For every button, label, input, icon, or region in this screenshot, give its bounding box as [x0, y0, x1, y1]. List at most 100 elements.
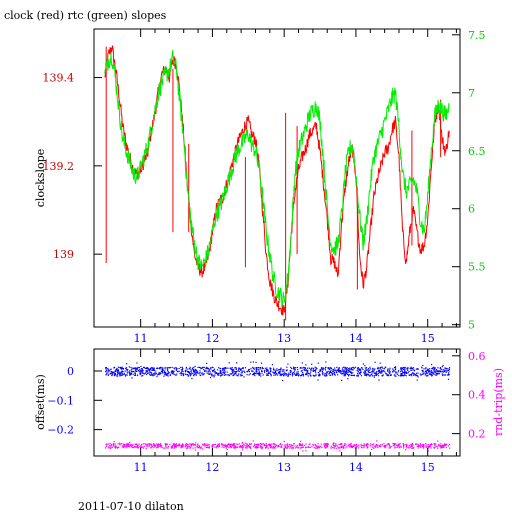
scatter-point [326, 374, 328, 376]
scatter-point [429, 370, 431, 372]
scatter-point [366, 367, 368, 369]
scatter-point [231, 369, 233, 372]
scatter-point [153, 374, 156, 376]
scatter-point [168, 372, 170, 374]
scatter-point [431, 372, 433, 374]
scatter-point [405, 371, 408, 373]
scatter-point [398, 447, 401, 449]
scatter-point [395, 446, 397, 449]
scatter-point [310, 371, 312, 373]
offsets-right-axis-label: rnd-trip(ms) [492, 368, 505, 436]
scatter-point [131, 368, 133, 370]
scatter-point [408, 370, 410, 373]
scatter-point [355, 447, 358, 449]
scatter-point [142, 443, 144, 445]
scatter-point [384, 446, 386, 448]
scatter-point [194, 447, 196, 449]
scatter-point [204, 444, 206, 446]
scatter-point [268, 444, 270, 446]
scatter-point [185, 366, 187, 369]
scatter-point [370, 374, 372, 376]
scatter-point [255, 447, 257, 449]
scatter-point [223, 368, 225, 370]
scatter-point [256, 370, 258, 372]
scatter-point [307, 446, 309, 448]
scatter-point [338, 368, 340, 370]
scatter-point [445, 374, 447, 376]
scatter-point [148, 368, 150, 370]
scatter-point [214, 370, 216, 373]
scatter-point [339, 447, 341, 449]
scatter-point [443, 370, 445, 372]
scatter-point [412, 447, 414, 449]
scatter-point [184, 373, 187, 375]
scatter-point [174, 446, 176, 448]
scatter-point [443, 369, 445, 371]
scatter-point [338, 446, 340, 449]
scatter-point [267, 374, 269, 376]
scatter-point [264, 367, 266, 369]
scatter-point [434, 371, 436, 373]
scatter-point [409, 446, 412, 448]
scatter-point [394, 370, 396, 372]
scatter-point [236, 446, 239, 449]
scatter-point [369, 445, 371, 447]
scatter-point [350, 445, 352, 447]
scatter-point [115, 369, 118, 371]
scatter-point [400, 368, 402, 370]
scatter-point [412, 372, 414, 374]
scatter-point [142, 372, 144, 374]
scatter-point [365, 368, 367, 370]
scatter-point [400, 369, 402, 371]
scatter-point [189, 447, 191, 449]
scatter-point [336, 371, 338, 373]
scatter-point [107, 367, 109, 370]
scatter-point [230, 443, 232, 445]
scatter-point [235, 371, 237, 373]
scatter-point [380, 367, 382, 369]
scatter-point [371, 444, 373, 446]
scatter-point [399, 443, 401, 445]
scatter-point [290, 367, 293, 370]
scatter-point [161, 370, 163, 372]
scatter-point [327, 367, 329, 369]
scatter-point [279, 372, 281, 374]
scatter-point [197, 444, 199, 446]
scatter-point [208, 444, 210, 446]
scatter-point [184, 445, 187, 447]
scatter-point [447, 374, 449, 376]
scatter-point [356, 446, 358, 448]
scatter-point [305, 443, 307, 445]
scatter-point [110, 368, 112, 370]
scatter-point [125, 368, 127, 370]
x-tick-label: 12 [205, 461, 219, 474]
scatter-point [430, 447, 432, 449]
scatter-point [187, 371, 189, 373]
scatter-point [295, 373, 298, 375]
scatter-point [314, 370, 317, 372]
scatter-point [334, 443, 336, 445]
scatter-point [240, 375, 242, 377]
scatter-point [140, 365, 142, 368]
scatter-point [275, 371, 277, 373]
scatter-point [338, 371, 340, 373]
scatter-point [203, 373, 205, 375]
scatter-point [383, 370, 385, 372]
scatter-point [264, 371, 266, 373]
scatter-point [167, 367, 169, 369]
scatter-point [365, 444, 367, 446]
scatter-point [123, 444, 125, 446]
scatter-point [388, 445, 391, 447]
scatter-point [218, 445, 220, 447]
scatter-point [185, 445, 187, 447]
scatter-point [151, 369, 153, 371]
scatter-point [249, 373, 251, 375]
scatter-point [255, 372, 257, 374]
scatter-point [410, 374, 412, 376]
scatter-point [237, 443, 239, 445]
slopes-right-axis: 55.566.577.5 [452, 29, 486, 332]
scatter-point [319, 375, 321, 377]
scatter-point [137, 446, 139, 448]
scatter-point [113, 373, 115, 375]
scatter-point [317, 447, 319, 449]
